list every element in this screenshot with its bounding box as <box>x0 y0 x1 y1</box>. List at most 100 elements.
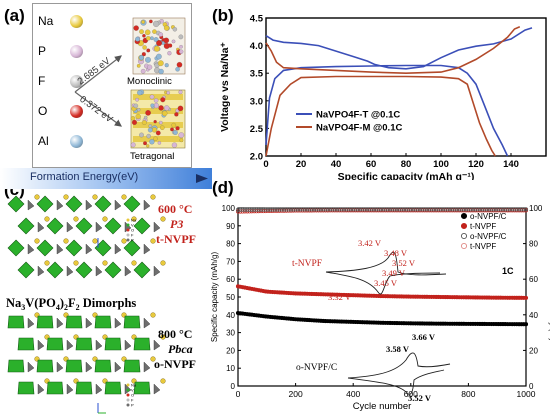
key-label: P <box>131 238 134 243</box>
y-tick-label: 3.0 <box>250 96 263 107</box>
data-point-3 <box>381 207 386 212</box>
crystal-atom <box>153 20 160 27</box>
y-tick-label: 100 <box>222 204 236 213</box>
data-point-3 <box>390 207 395 212</box>
data-point-3 <box>240 207 245 212</box>
legend-marker <box>460 232 468 240</box>
data-point-3 <box>268 207 273 212</box>
data-point-3 <box>318 207 323 212</box>
data-point-3 <box>316 207 321 212</box>
sodium-atom <box>34 238 40 244</box>
phosphate-tetrahedron <box>114 243 122 255</box>
data-point-2 <box>284 208 289 213</box>
sodium-atom <box>102 260 108 266</box>
data-point-3 <box>282 207 287 212</box>
t-nvpf-peak-label: 3.52 V <box>392 258 416 268</box>
atom-sphere <box>70 104 83 118</box>
crystal-atom <box>176 61 183 68</box>
crystal-atom <box>142 45 147 50</box>
t-nvpf-peak-label: 3.48 V <box>384 248 408 258</box>
y-tick-label: 90 <box>226 222 235 231</box>
data-point-3 <box>284 207 289 212</box>
tetragonal-label: Tetragonal <box>130 151 175 162</box>
data-point-3 <box>397 207 402 212</box>
crystal-atom <box>157 60 164 67</box>
cycling-chart: 0 200 400 600 800 100001020304050607080901000… <box>210 204 550 412</box>
x-tick-label: 0 <box>236 389 241 399</box>
vanadium-polyhedron <box>17 337 35 351</box>
t-nvpf-cv-curve <box>325 251 447 295</box>
data-point-3 <box>344 207 349 212</box>
data-point-3 <box>507 207 512 212</box>
data-point-3 <box>413 207 418 212</box>
vanadium-polyhedron <box>94 315 112 329</box>
data-point-3 <box>328 207 333 212</box>
crystal-atom <box>139 132 144 138</box>
data-point-3 <box>378 207 383 212</box>
crystal-atom <box>147 64 153 70</box>
data-point-3 <box>305 207 310 212</box>
data-point-3 <box>341 207 347 212</box>
sodium-atom <box>63 194 69 200</box>
phosphate-tetrahedron <box>85 317 93 329</box>
data-point-3 <box>358 207 363 212</box>
key-dot <box>126 398 130 402</box>
y-axis-label: Voltage vs Na/Na⁺ <box>219 42 231 132</box>
crystal-atom <box>143 141 147 146</box>
data-point-3 <box>512 207 517 212</box>
data-point-3 <box>369 207 374 212</box>
data-point-3 <box>238 207 243 212</box>
vanadium-polyhedron <box>75 381 93 395</box>
data-point-3 <box>258 207 264 212</box>
vanadium-polyhedron <box>17 261 35 279</box>
crystal-atom <box>150 36 154 41</box>
legend-marker <box>460 212 468 220</box>
x-tick-label: 200 <box>289 389 303 399</box>
o-nvpf-cv-curve <box>347 352 451 395</box>
legend-label: o-NVPF/C <box>470 212 507 221</box>
x-axis-label: Specific capacity (mAh g⁻¹) <box>338 171 475 180</box>
vanadium-polyhedron <box>7 315 25 329</box>
data-point-3 <box>434 207 439 212</box>
y-right-tick-label: 0 <box>529 382 534 391</box>
data-point-3 <box>498 207 503 212</box>
data-point-3 <box>309 207 314 212</box>
data-point-3 <box>360 207 365 212</box>
voltage-profile-chart: 0 20 40 60 80 100 120 140 2.0 2.5 3.0 3.5 4.0 4.5 Spec… <box>219 14 547 180</box>
vanadium-polyhedron <box>133 381 151 395</box>
phosphate-tetrahedron <box>56 199 64 211</box>
y-right-tick-label: 40 <box>529 311 538 320</box>
x-tick-label: 800 <box>461 389 475 399</box>
crystal-atom <box>164 63 169 68</box>
crystal-atom <box>172 27 178 32</box>
legend-marker <box>460 242 468 250</box>
formation-energy-bar: Formation Energy(eV) <box>0 168 212 189</box>
data-point-3 <box>371 207 376 212</box>
data-point-3 <box>487 207 492 212</box>
phosphate-tetrahedron <box>95 339 103 351</box>
data-point-3 <box>245 207 250 212</box>
data-point-3 <box>470 207 476 212</box>
crystal-atom <box>136 107 141 112</box>
x-tick-label: 0 <box>263 159 268 170</box>
o-nvpf-peak-label: 3.66 V <box>412 332 436 342</box>
key-label: O <box>131 393 134 398</box>
tetragonal-layer <box>133 94 183 100</box>
crystal-atom <box>170 127 174 132</box>
atom-sphere <box>70 44 83 58</box>
phosphate-tetrahedron <box>37 265 45 277</box>
data-point-3 <box>429 207 434 212</box>
atom-label: Na <box>38 14 54 28</box>
atom-sphere <box>70 74 83 88</box>
data-point-3 <box>420 207 425 212</box>
crystal-atom <box>178 49 184 54</box>
data-point-3 <box>388 207 393 212</box>
vanadium-polyhedron <box>123 239 141 257</box>
y-right-tick-label: 20 <box>529 346 538 355</box>
data-point-3 <box>330 207 335 212</box>
crystal-atom <box>153 37 159 43</box>
atom-sphere <box>70 134 83 148</box>
data-point-3 <box>279 207 284 212</box>
crystal-atom <box>149 19 153 24</box>
data-point-3 <box>288 207 294 212</box>
